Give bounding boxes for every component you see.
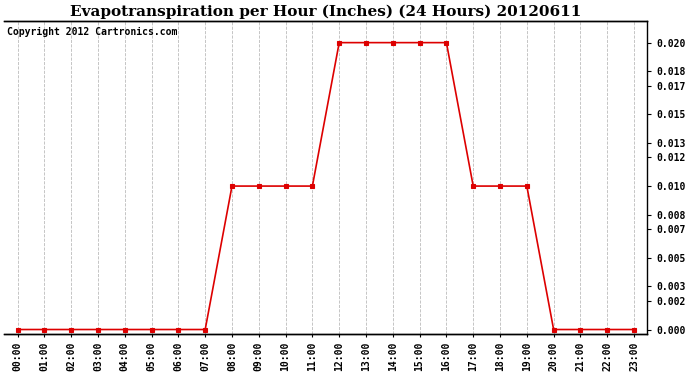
Title: Evapotranspiration per Hour (Inches) (24 Hours) 20120611: Evapotranspiration per Hour (Inches) (24…: [70, 4, 582, 18]
Text: Copyright 2012 Cartronics.com: Copyright 2012 Cartronics.com: [8, 27, 178, 38]
